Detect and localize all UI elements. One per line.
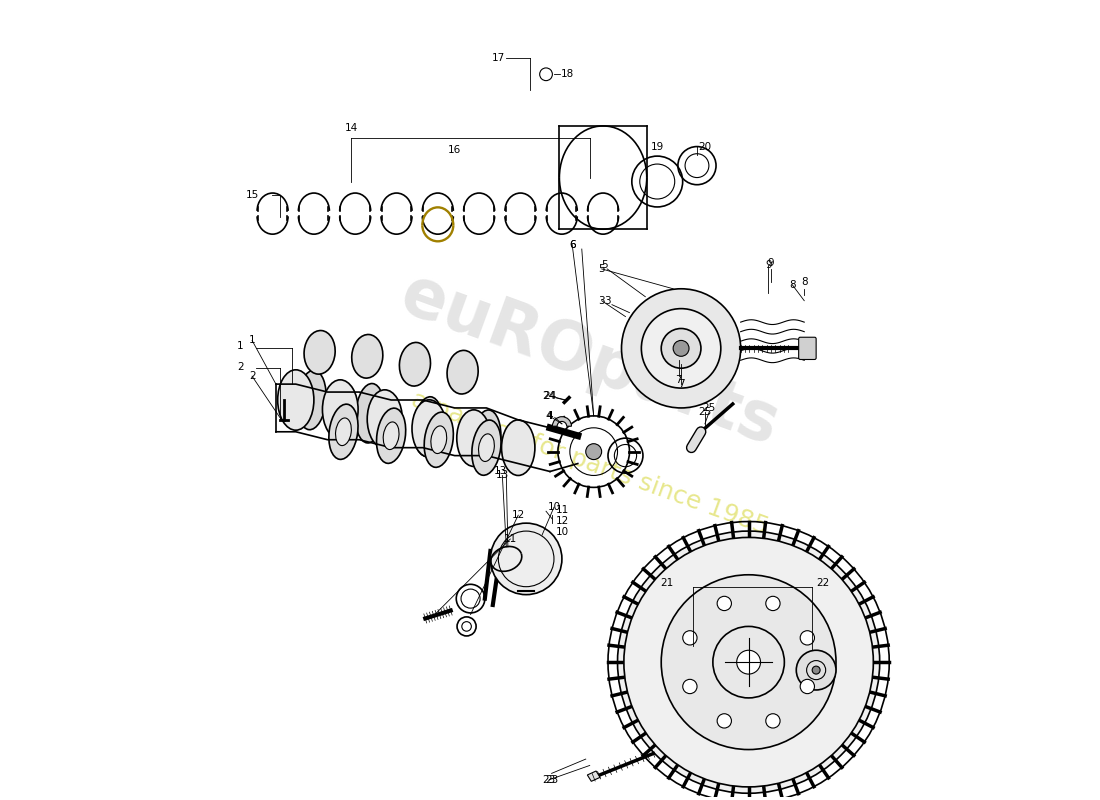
Ellipse shape <box>472 410 500 470</box>
Text: 23: 23 <box>542 774 556 785</box>
Text: 12: 12 <box>512 510 525 520</box>
Ellipse shape <box>304 330 336 374</box>
Ellipse shape <box>297 370 326 430</box>
Text: 18: 18 <box>560 70 573 79</box>
Text: 1: 1 <box>236 341 243 351</box>
Ellipse shape <box>352 334 383 378</box>
Text: 16: 16 <box>448 145 461 154</box>
Text: 5: 5 <box>601 260 607 270</box>
Ellipse shape <box>412 400 447 458</box>
Text: 10: 10 <box>556 527 569 537</box>
Circle shape <box>617 531 880 794</box>
Text: 11: 11 <box>556 505 569 514</box>
Circle shape <box>800 679 814 694</box>
Circle shape <box>661 574 836 750</box>
Ellipse shape <box>456 410 491 466</box>
Text: 7: 7 <box>675 375 682 385</box>
Text: 22: 22 <box>816 578 829 588</box>
Text: 24: 24 <box>543 391 557 401</box>
Circle shape <box>812 666 821 674</box>
Text: 5: 5 <box>598 264 605 274</box>
Ellipse shape <box>367 390 403 448</box>
Circle shape <box>661 329 701 368</box>
Circle shape <box>586 444 602 459</box>
Ellipse shape <box>447 350 478 394</box>
Text: 24: 24 <box>542 391 556 401</box>
Ellipse shape <box>329 404 358 459</box>
Text: 2: 2 <box>236 362 243 372</box>
Circle shape <box>624 538 873 787</box>
Ellipse shape <box>399 342 430 386</box>
Text: 17: 17 <box>492 54 505 63</box>
Circle shape <box>717 596 732 610</box>
Circle shape <box>491 523 562 594</box>
Ellipse shape <box>355 383 384 443</box>
Text: 8: 8 <box>801 278 807 287</box>
Ellipse shape <box>472 420 500 475</box>
Text: 13: 13 <box>496 470 509 481</box>
Text: 11: 11 <box>504 534 517 544</box>
Text: 2: 2 <box>249 371 255 381</box>
FancyBboxPatch shape <box>799 338 816 359</box>
Text: 9: 9 <box>768 258 774 268</box>
Circle shape <box>766 596 780 610</box>
Ellipse shape <box>478 434 494 462</box>
Text: 15: 15 <box>245 190 258 200</box>
Text: 6: 6 <box>569 240 575 250</box>
Circle shape <box>673 341 689 356</box>
Circle shape <box>621 289 740 408</box>
Text: 21: 21 <box>660 578 673 588</box>
Text: 9: 9 <box>766 260 772 270</box>
Ellipse shape <box>376 408 406 463</box>
Circle shape <box>737 650 760 674</box>
Circle shape <box>713 626 784 698</box>
Wedge shape <box>552 417 572 426</box>
Text: 1: 1 <box>249 335 255 346</box>
Ellipse shape <box>431 426 447 454</box>
Text: 19: 19 <box>650 142 664 152</box>
Text: 25: 25 <box>702 403 715 413</box>
Text: 20: 20 <box>698 142 712 152</box>
Text: 4: 4 <box>546 411 552 421</box>
Circle shape <box>717 714 732 728</box>
Circle shape <box>796 650 836 690</box>
Text: a passion for parts since 1985: a passion for parts since 1985 <box>408 387 771 539</box>
Circle shape <box>766 714 780 728</box>
Text: 3: 3 <box>604 296 611 306</box>
Text: 8: 8 <box>789 280 795 290</box>
Text: 14: 14 <box>344 122 358 133</box>
Text: 25: 25 <box>698 407 712 417</box>
Text: 10: 10 <box>548 502 561 512</box>
Ellipse shape <box>322 380 359 439</box>
Ellipse shape <box>502 420 535 475</box>
Polygon shape <box>587 771 601 782</box>
Text: euROparts: euROparts <box>392 262 788 459</box>
Ellipse shape <box>277 370 313 430</box>
Text: 7: 7 <box>678 379 684 389</box>
Text: 3: 3 <box>598 296 605 306</box>
Circle shape <box>800 630 814 645</box>
Text: 6: 6 <box>569 240 575 250</box>
Circle shape <box>683 630 697 645</box>
Text: 13: 13 <box>494 466 507 477</box>
Circle shape <box>683 679 697 694</box>
Ellipse shape <box>336 418 351 446</box>
Ellipse shape <box>383 422 399 450</box>
Ellipse shape <box>425 412 453 467</box>
Text: 23: 23 <box>544 774 558 785</box>
Ellipse shape <box>414 397 442 456</box>
Circle shape <box>641 309 720 388</box>
Text: 4: 4 <box>547 411 553 421</box>
Text: 12: 12 <box>556 516 569 526</box>
